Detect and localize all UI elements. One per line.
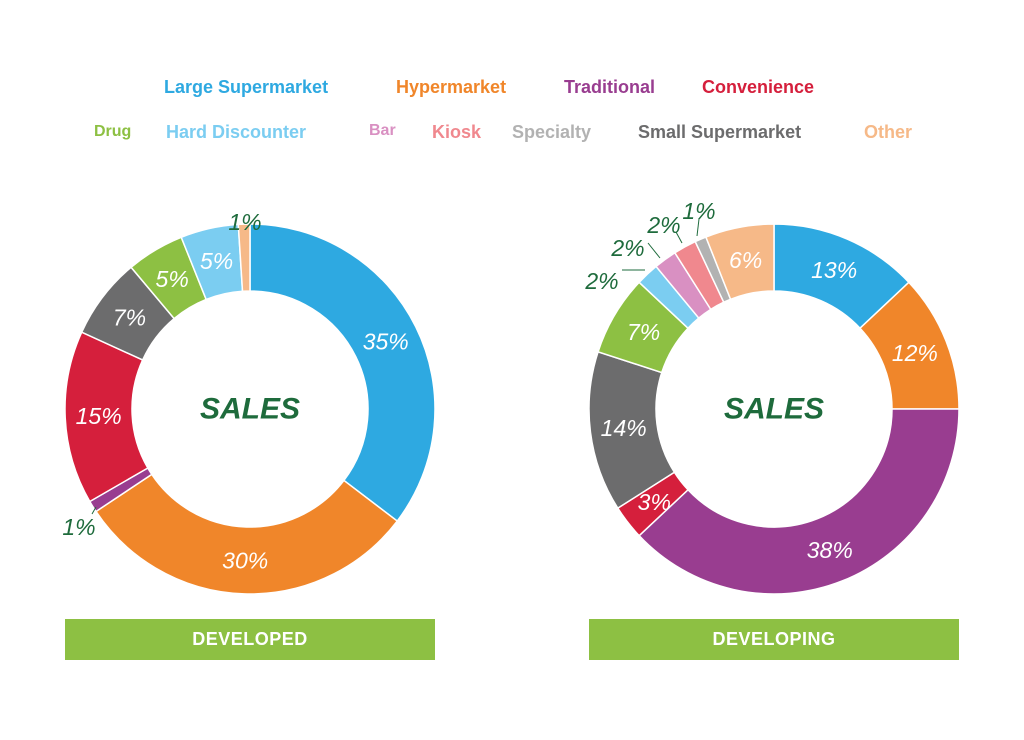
legend-item-hard-discounter: Hard Discounter <box>166 122 307 142</box>
leader-line-kiosk <box>675 231 683 244</box>
legend-item-convenience: Convenience <box>702 77 815 97</box>
slice-other <box>237 223 251 293</box>
slice-label-small-supermarket: 14% <box>601 415 647 441</box>
slice-hypermarket <box>94 473 399 595</box>
donut-chart-developing: 13%12%38%3%14%7%2%2%2%1%6%SALES <box>584 198 960 595</box>
slice-traditional <box>638 408 960 595</box>
slice-label-small-supermarket: 7% <box>113 304 146 330</box>
slice-label-kiosk: 2% <box>646 212 680 238</box>
center-label: SALES <box>724 393 824 426</box>
legend-item-hypermarket: Hypermarket <box>396 77 507 97</box>
panel-label-developing: DEVELOPING <box>589 619 959 660</box>
legend-item-traditional: Traditional <box>564 77 656 97</box>
slice-other <box>704 223 775 301</box>
slice-large-supermarket <box>249 223 436 523</box>
legend-item-small-supermarket: Small Supermarket <box>638 122 802 142</box>
leader-line-bar <box>647 242 661 259</box>
slice-label-hypermarket: 12% <box>892 340 938 366</box>
slice-label-hypermarket: 30% <box>222 547 268 573</box>
legend-item-drug: Drug <box>94 123 132 140</box>
slice-label-other: 6% <box>729 247 762 273</box>
slice-label-traditional: 38% <box>807 537 853 563</box>
legend-item-other: Other <box>864 122 913 142</box>
slice-label-drug: 5% <box>156 266 189 292</box>
legend-item-large-supermarket: Large Supermarket <box>164 77 329 97</box>
slice-label-hard-discounter: 5% <box>200 248 233 274</box>
donut-chart-developed: 35% 30% 1% 15% 7% 5% 5% 1% SALES <box>62 209 436 595</box>
panel-label-developed: DEVELOPED <box>65 619 435 660</box>
slice-label-large-supermarket: 13% <box>811 257 857 283</box>
slice-label-convenience: 3% <box>638 489 671 515</box>
slice-label-specialty: 1% <box>682 198 715 224</box>
center-label: SALES <box>200 393 300 426</box>
slice-label-drug: 7% <box>627 319 660 345</box>
slice-label-other: 1% <box>228 209 261 235</box>
slice-label-convenience: 15% <box>76 403 122 429</box>
legend-item-bar: Bar <box>369 122 396 139</box>
slice-label-bar: 2% <box>610 235 644 261</box>
slice-label-hard-discounter: 2% <box>584 268 618 294</box>
legend-item-specialty: Specialty <box>512 122 592 142</box>
leader-line-specialty <box>696 218 700 237</box>
leader-line-traditional <box>91 506 97 515</box>
slice-label-traditional: 1% <box>62 514 95 540</box>
slice-label-large-supermarket: 35% <box>363 329 409 355</box>
legend-item-kiosk: Kiosk <box>432 122 482 142</box>
